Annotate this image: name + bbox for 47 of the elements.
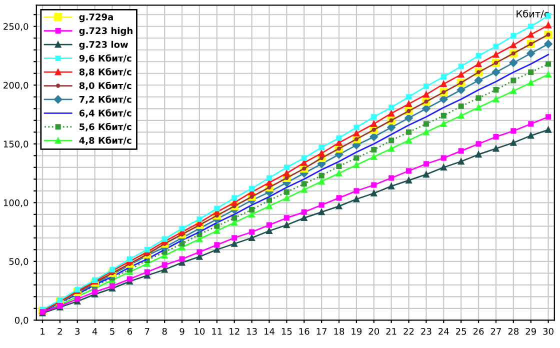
x-tick-label: 20: [368, 328, 380, 335]
legend-label: 5,6 Кбит/с: [80, 122, 132, 132]
x-tick-label: 7: [145, 328, 150, 335]
y-tick-label: 100,0: [4, 199, 28, 208]
x-tick-label: 1: [40, 328, 45, 335]
x-tick-label: 8: [162, 328, 167, 335]
y-tick-label: 200,0: [4, 82, 28, 90]
legend-label: 4,8 Кбит/с: [79, 136, 132, 146]
x-tick-label: 6: [127, 328, 132, 335]
legend-label: g.723 high: [79, 27, 132, 36]
x-tick-label: 25: [456, 328, 466, 335]
x-tick-label: 23: [421, 328, 432, 335]
x-tick-label: 21: [386, 328, 396, 335]
x-tick-label: 4: [92, 328, 98, 335]
x-tick-label: 2: [58, 328, 62, 335]
x-tick-label: 29: [526, 328, 536, 335]
x-tick-label: 10: [194, 328, 205, 335]
x-tick-label: 5: [110, 328, 114, 335]
legend-label: 8,0 Кбит/с: [79, 82, 132, 90]
y-tick-label: 150,0: [4, 140, 28, 148]
x-tick-label: 14: [264, 328, 274, 335]
x-tick-label: 17: [316, 328, 327, 335]
x-tick-label: 26: [473, 328, 484, 335]
x-tick-label: 24: [438, 328, 449, 335]
x-tick-label: 19: [352, 328, 362, 335]
legend-label: 8,8 Кбит/с: [79, 68, 132, 77]
x-tick-label: 18: [334, 328, 344, 335]
x-tick-label: 12: [230, 328, 240, 335]
x-tick-label: 9: [180, 328, 184, 335]
x-tick-label: 11: [212, 328, 222, 335]
y-axis-title: Кбит/с: [516, 10, 549, 18]
legend-label: g.729a: [79, 14, 113, 22]
x-tick-label: 3: [75, 328, 80, 335]
y-tick-label: 0,0: [15, 316, 28, 325]
x-tick-label: 28: [508, 328, 519, 335]
y-tick-label: 50,0: [9, 258, 28, 266]
legend-label: g.723 low: [79, 40, 128, 50]
x-tick-label: 13: [247, 328, 257, 335]
legend-label: 9,6 Кбит/с: [79, 54, 132, 63]
x-tick-label: 22: [404, 328, 414, 335]
y-tick-label: 250,0: [4, 23, 28, 31]
legend-label: 7,2 Кбит/с: [79, 95, 132, 104]
legend-label: 6,4 Кбит/с: [79, 109, 132, 118]
x-tick-label: 30: [543, 328, 554, 335]
x-tick-label: 27: [490, 328, 501, 335]
x-tick-label: 16: [299, 328, 310, 335]
x-tick-label: 15: [282, 328, 292, 335]
